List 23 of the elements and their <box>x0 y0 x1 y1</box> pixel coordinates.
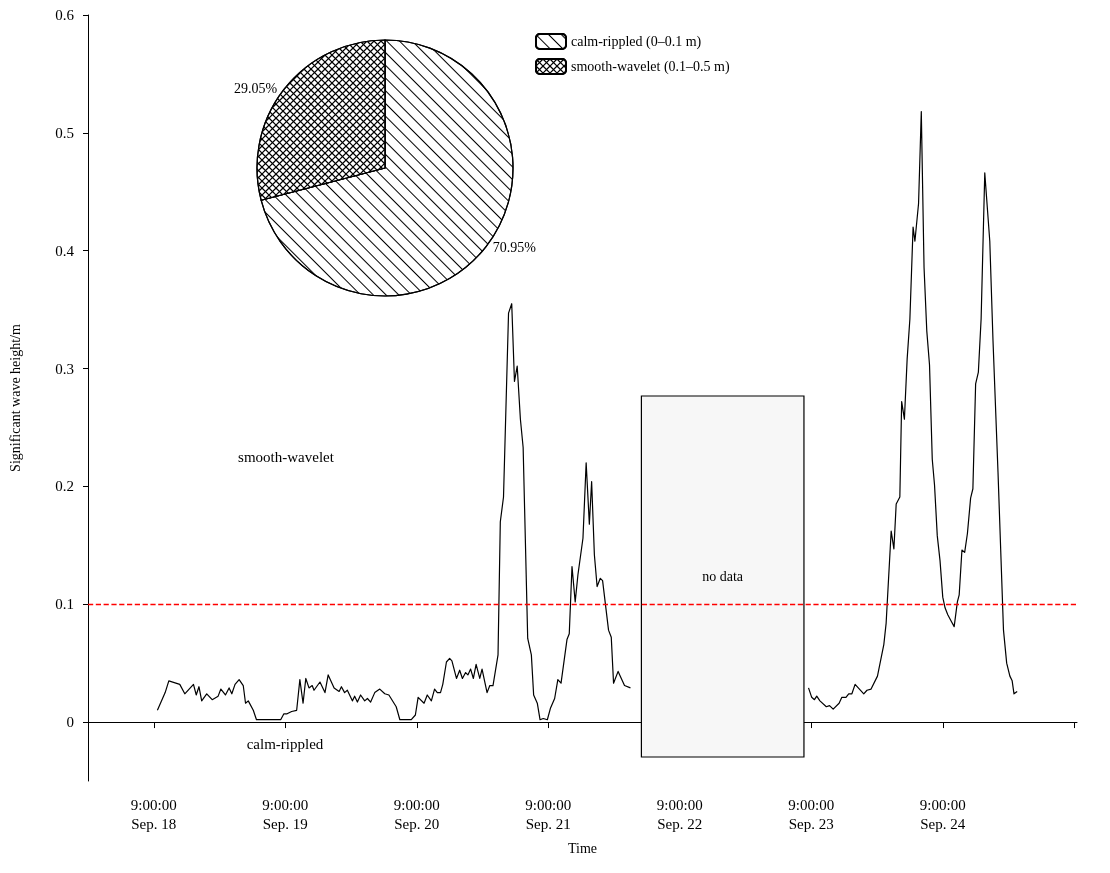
x-tick-label: 9:00:00 Sep. 22 <box>656 796 703 832</box>
band-label: no data <box>702 569 744 584</box>
x-axis-title: Time <box>567 840 598 856</box>
y-tick-label: 0.2 <box>55 478 74 495</box>
y-tick-label: 0 <box>66 714 74 731</box>
x-tick-label: 9:00:00 Sep. 23 <box>788 796 835 832</box>
annotation: smooth-wavelet <box>238 449 335 465</box>
x-tick-label: 9:00:00 Sep. 21 <box>525 796 572 832</box>
y-axis-title: Significant wave height/m <box>7 324 23 472</box>
annotation: calm-rippled <box>246 736 324 752</box>
y-tick-label: 0.6 <box>55 7 75 23</box>
x-tick-label: 9:00:00 Sep. 24 <box>919 796 966 832</box>
data-label: 29.05% <box>233 80 278 96</box>
x-tick-label: 9:00:00 Sep. 20 <box>393 796 440 832</box>
y-tick-label: 0.4 <box>55 242 75 259</box>
y-tick-label: 0.5 <box>55 124 74 141</box>
x-tick-label: 9:00:00 Sep. 19 <box>262 796 309 832</box>
x-tick-label: 9:00:00 Sep. 18 <box>130 796 177 832</box>
data-label: 70.95% <box>492 240 537 256</box>
legend-label: smooth-wavelet (0.1–0.5 m) <box>571 59 730 75</box>
legend-label: calm-rippled (0–0.1 m) <box>571 34 702 50</box>
y-tick-label: 0.1 <box>55 596 74 613</box>
y-tick-label: 0.3 <box>55 360 74 377</box>
